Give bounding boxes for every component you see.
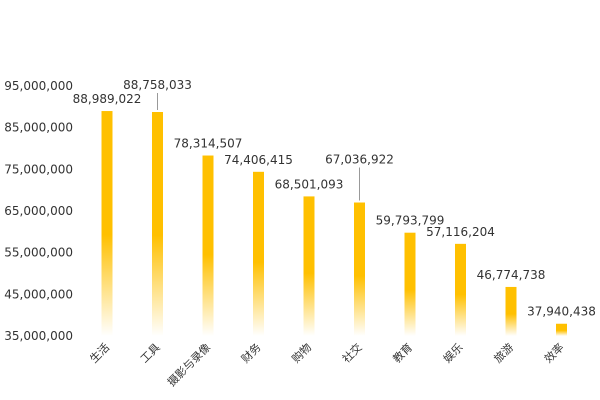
bar	[455, 243, 466, 336]
category-label: 摄影与录像	[164, 340, 213, 389]
data-label: 46,774,738	[477, 268, 546, 282]
y-tick-label: 45,000,000	[4, 287, 73, 301]
y-tick-label: 85,000,000	[4, 121, 73, 135]
data-label: 37,940,438	[527, 305, 596, 319]
bar	[202, 155, 214, 336]
bar	[404, 232, 416, 336]
category-label: 工具	[138, 341, 163, 366]
y-tick-label: 55,000,000	[4, 246, 73, 260]
x-axis: 生活 工具 摄影与录像 财务 购物 社交 教育 娱乐 旅游 效率	[87, 340, 567, 389]
y-tick-label: 75,000,000	[4, 162, 73, 176]
y-tick-label: 95,000,000	[4, 79, 73, 93]
bar	[505, 286, 517, 336]
category-label: 购物	[289, 340, 314, 365]
bar	[556, 323, 567, 336]
category-label: 娱乐	[440, 340, 465, 365]
y-tick-label: 35,000,000	[4, 329, 73, 343]
data-label: 68,501,093	[275, 177, 344, 191]
data-label: 59,793,799	[376, 214, 445, 228]
category-label: 社交	[339, 340, 364, 365]
data-label: 74,406,415	[224, 153, 293, 167]
bar	[303, 196, 315, 336]
y-tick-label: 65,000,000	[4, 204, 73, 218]
bar	[152, 112, 163, 336]
category-label: 财务	[238, 340, 263, 365]
bar	[253, 171, 264, 336]
data-label: 78,314,507	[174, 137, 243, 151]
bar	[101, 111, 113, 336]
category-label: 旅游	[491, 340, 516, 365]
bars	[101, 111, 567, 336]
y-axis: 35,000,000 45,000,000 55,000,000 65,000,000…	[4, 79, 73, 343]
data-label: 88,758,033	[123, 78, 192, 92]
data-label: 67,036,922	[325, 153, 394, 167]
category-label: 生活	[87, 340, 112, 365]
category-label: 效率	[541, 340, 566, 365]
category-label: 教育	[390, 340, 415, 365]
data-label: 88,989,022	[73, 92, 142, 106]
data-label: 57,116,204	[426, 225, 495, 239]
bar	[354, 202, 365, 336]
